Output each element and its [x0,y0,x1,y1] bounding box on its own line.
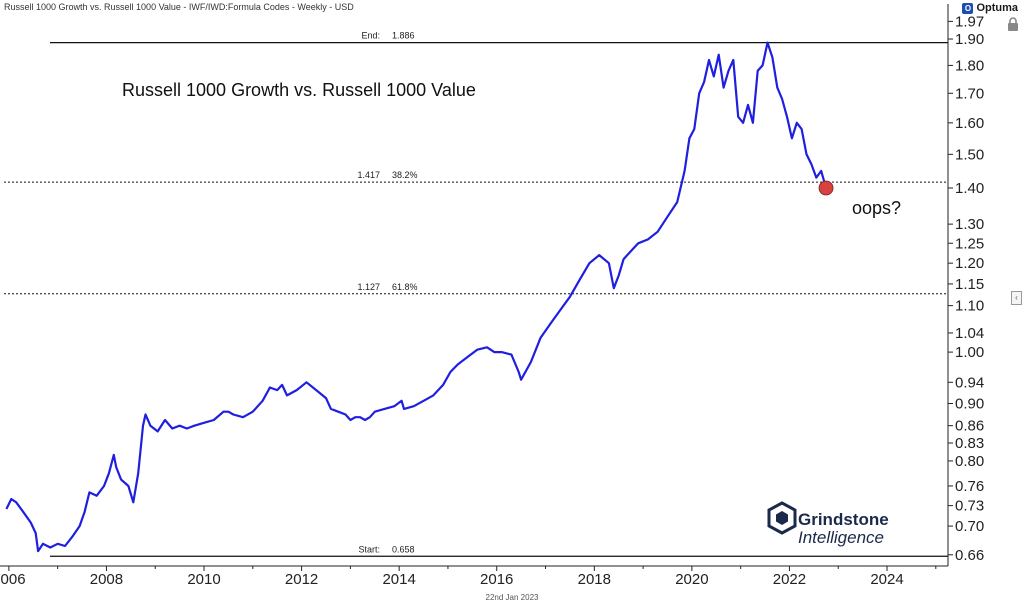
chart-title: Russell 1000 Growth vs. Russell 1000 Val… [122,80,476,100]
optuma-mark-icon: O [962,2,974,14]
y-tick-label: 1.80 [955,57,984,74]
y-tick-label: 0.86 [955,418,984,435]
reference-line-value: 0.658 [392,544,415,554]
x-tick-label: 2020 [675,571,708,588]
chart-header-title: Russell 1000 Growth vs. Russell 1000 Val… [4,2,354,12]
reference-line-value: 61.8% [392,282,418,292]
y-tick-label: 1.50 [955,146,984,163]
y-tick-label: 0.73 [955,498,984,515]
watermark-line1: Grindstone [798,510,889,529]
x-tick-label: 2006 [0,571,26,588]
y-tick-label: 0.80 [955,453,984,470]
y-tick-label: 1.90 [955,31,984,48]
y-tick-label: 0.70 [955,518,984,535]
y-tick-label: 1.04 [955,325,984,342]
y-tick-label: 1.40 [955,180,984,197]
x-tick-label: 2010 [187,571,220,588]
optuma-brand-text: Optuma [976,2,1018,14]
y-tick-label: 0.94 [955,374,984,391]
x-tick-label: 2024 [870,571,903,588]
optuma-logo: O Optuma [962,2,1018,14]
chart-footer-date: 22nd Jan 2023 [485,593,539,602]
x-tick-label: 2016 [480,571,513,588]
y-tick-label: 0.83 [955,435,984,452]
x-tick-label: 2022 [773,571,806,588]
x-tick-label: 2012 [285,571,318,588]
y-tick-label: 1.15 [955,276,984,293]
y-tick-label: 1.25 [955,235,984,252]
x-tick-label: 2018 [578,571,611,588]
y-tick-label: 1.30 [955,216,984,233]
y-tick-label: 1.60 [955,115,984,132]
lock-icon[interactable] [1006,16,1020,32]
panel-expand-handle[interactable]: ‹ [1011,291,1022,305]
reference-line-value: 1.886 [392,31,415,41]
y-tick-label: 0.66 [955,547,984,564]
grindstone-hexagon-inner [776,511,788,525]
marker-annotation: oops? [852,198,901,218]
grindstone-watermark: Grindstone Intelligence [767,501,889,547]
reference-line-label: Start: [358,544,380,554]
marker-dot [818,180,834,196]
series-line [5,41,828,553]
reference-line-label: 1.127 [357,282,380,292]
x-tick-label: 2008 [90,571,123,588]
y-tick-label: 0.76 [955,478,984,495]
watermark-line2: Intelligence [798,528,884,547]
y-tick-label: 1.10 [955,298,984,315]
y-tick-label: 0.90 [955,395,984,412]
reference-line-label: 1.417 [357,170,380,180]
reference-line-value: 38.2% [392,170,418,180]
y-tick-label: 1.20 [955,255,984,272]
x-tick-label: 2014 [382,571,415,588]
y-tick-label: 1.97 [955,13,984,30]
reference-line-label: End: [361,31,380,41]
y-tick-label: 1.00 [955,344,984,361]
y-tick-label: 1.70 [955,85,984,102]
grindstone-hexagon-icon [767,501,797,535]
